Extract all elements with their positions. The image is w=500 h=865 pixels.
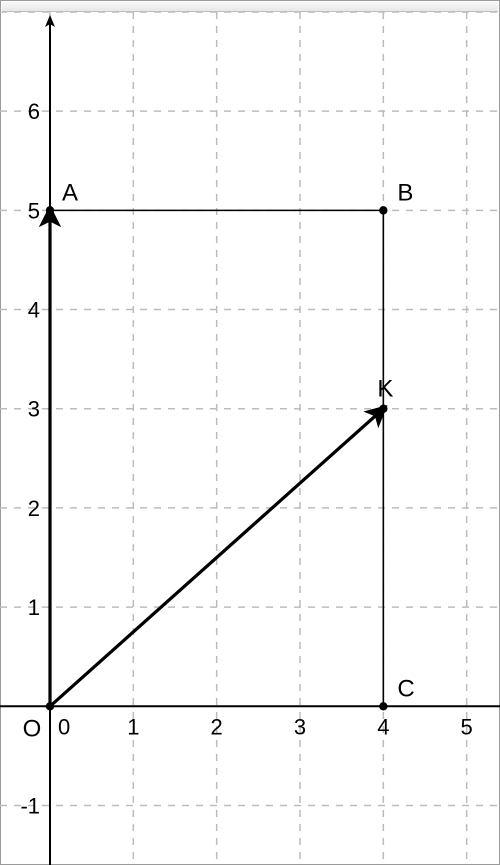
y-tick-label: 5 <box>28 198 40 223</box>
point-label-C: C <box>397 675 414 702</box>
y-tick-label: 6 <box>28 99 40 124</box>
point-label-A: A <box>62 179 78 206</box>
plot-svg: 0 1 2 3 4 5 -1 1 2 3 4 5 6 O A B K C <box>0 12 500 865</box>
coordinate-plot: 0 1 2 3 4 5 -1 1 2 3 4 5 6 O A B K C <box>0 12 500 865</box>
point-B <box>379 206 387 214</box>
grid-layer <box>0 12 500 865</box>
window-titlebar <box>2 2 498 12</box>
x-tick-label: 4 <box>377 714 389 739</box>
y-tick-label: 3 <box>28 397 40 422</box>
origin-label: O <box>23 715 42 742</box>
x-tick-label: 1 <box>127 714 139 739</box>
axis-layer <box>0 18 500 865</box>
y-tick-label: 4 <box>28 298 40 323</box>
x-tick-label: 2 <box>211 714 223 739</box>
point-A <box>46 206 54 214</box>
y-tick-label: 1 <box>28 595 40 620</box>
y-tick-label: 2 <box>28 496 40 521</box>
x-tick-label: 5 <box>461 714 473 739</box>
point-label-K: K <box>377 376 393 403</box>
point-C <box>379 702 387 710</box>
x-tick-label: 3 <box>294 714 306 739</box>
y-tick-label: -1 <box>20 793 40 818</box>
point-label-B: B <box>397 179 413 206</box>
point-O <box>46 702 54 710</box>
x-tick-label: 0 <box>58 714 70 739</box>
point-K <box>379 405 387 413</box>
labels-layer: 0 1 2 3 4 5 -1 1 2 3 4 5 6 O A B K C <box>20 99 472 818</box>
